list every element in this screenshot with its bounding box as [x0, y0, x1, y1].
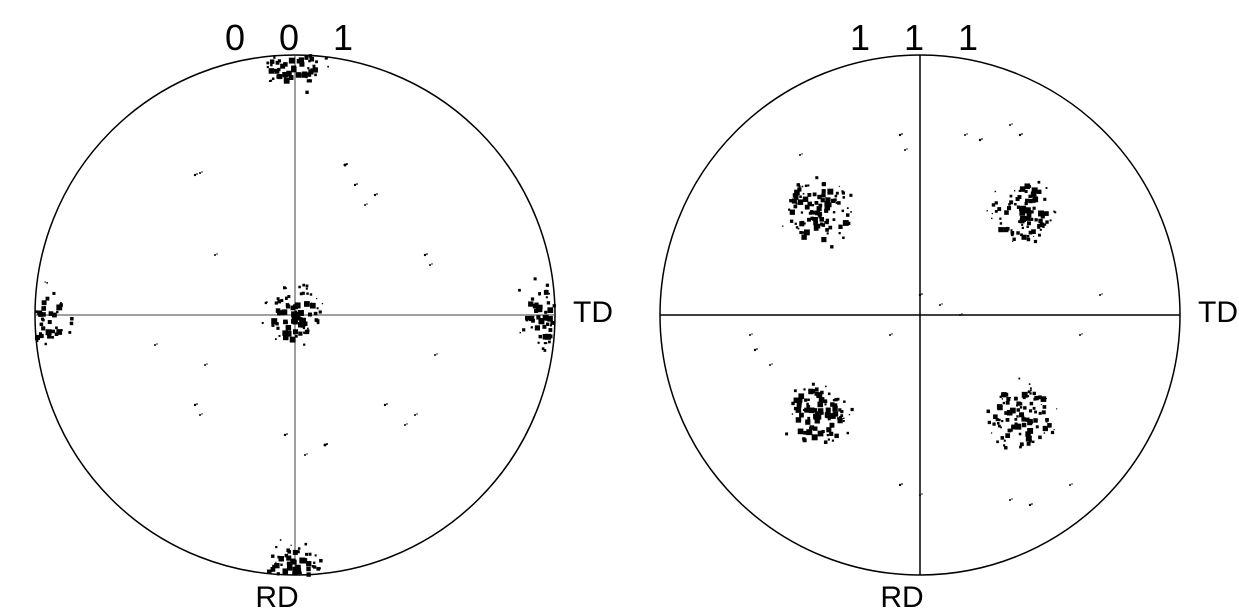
td-axis-label: TD	[1198, 296, 1238, 330]
pole-figure-svg	[660, 55, 1180, 575]
rd-axis-label: RD	[880, 581, 923, 615]
pole-figure-title: 0 0 1	[35, 17, 555, 59]
rd-axis-label: RD	[255, 581, 298, 615]
pole-figure-pair: 0 0 1 TD RD 1 1 1 TD RD	[0, 0, 1239, 614]
pole-figure-svg	[35, 55, 555, 575]
pole-figure-001: 0 0 1 TD RD	[35, 55, 555, 575]
td-axis-label: TD	[573, 296, 613, 330]
pole-figure-title: 1 1 1	[660, 17, 1180, 59]
pole-figure-111: 1 1 1 TD RD	[660, 55, 1180, 575]
